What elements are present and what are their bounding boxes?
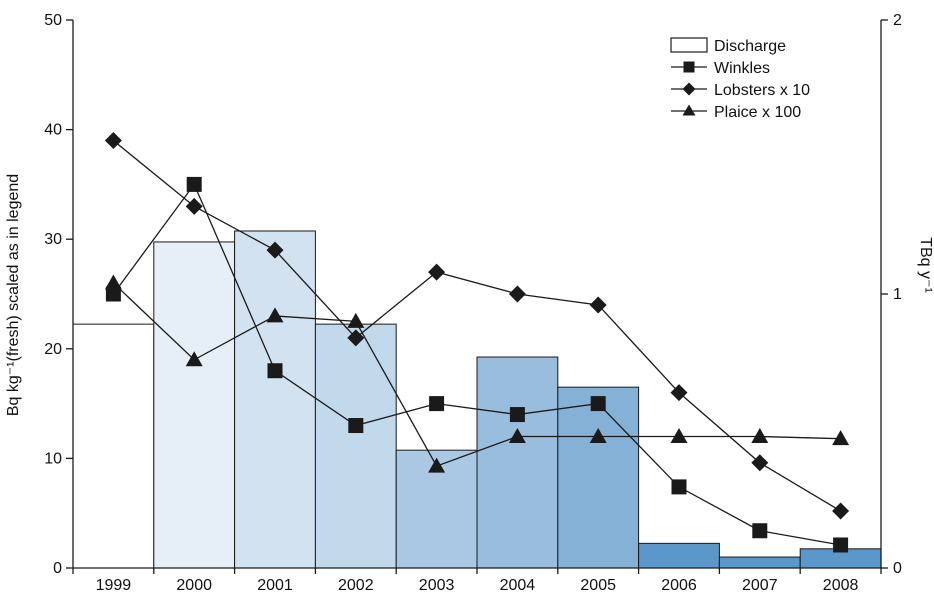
plaice-x-100-line	[112, 282, 841, 467]
winkles-point-2003	[429, 396, 445, 412]
plaice-x-100-point-2004	[508, 427, 526, 443]
discharge-bar-2007	[718, 556, 801, 569]
y-tick-label-0: 0	[53, 560, 62, 577]
plaice-x-100-point-2005	[589, 427, 607, 443]
plaice-x-100-point-2007	[751, 427, 769, 443]
x-tick-label-2000: 2000	[176, 577, 212, 594]
plaice-x-100-point-1999	[104, 274, 122, 290]
winkles-line	[112, 183, 841, 546]
lobsters-x-10-point-2004	[508, 285, 526, 303]
y-tick-label-10: 10	[44, 450, 62, 467]
lobsters-x-10-line	[112, 140, 841, 512]
lobsters-x-10-point-2002	[347, 329, 365, 347]
lobsters-x-10-point-2001	[266, 241, 284, 259]
discharge-bar-2004	[476, 356, 559, 569]
x-tick-label-2003: 2003	[419, 577, 455, 594]
y2-axis-title: TBq y⁻¹	[917, 237, 934, 293]
legend: Discharge Winkles Lobsters x 10 Plaice x 10…	[670, 37, 810, 121]
lobsters-x-10-point-2003	[428, 263, 446, 281]
winkles-point-2001	[267, 363, 283, 379]
lobsters-x-10-point-1999	[104, 132, 122, 150]
plaice-x-100-point-2002	[347, 312, 365, 328]
plaice-x-100-point-2000	[185, 351, 203, 367]
y-tick-label-20: 20	[44, 341, 62, 358]
discharge-bar-2000	[153, 241, 236, 569]
x-tick-label-2005: 2005	[580, 577, 616, 594]
legend-label-discharge: Discharge	[714, 38, 786, 55]
y-axis-title: Bq kg⁻¹(fresh) scaled as in legend	[5, 174, 22, 416]
y2-tick-label-1: 1	[893, 286, 902, 303]
discharge-bar-1999	[72, 323, 155, 569]
x-tick-label-2004: 2004	[500, 577, 536, 594]
y-tick-label-30: 30	[44, 231, 62, 248]
discharge-bar-2002	[314, 323, 397, 569]
legend-marker-lobsters-x-10	[682, 82, 696, 96]
discharge-bar-2001	[234, 230, 316, 569]
y-tick-label-50: 50	[44, 12, 62, 29]
x-tick-label-1999: 1999	[96, 577, 132, 594]
x-tick-label-2007: 2007	[742, 577, 778, 594]
x-tick-label-2008: 2008	[823, 577, 859, 594]
plaice-x-100-point-2001	[266, 307, 284, 323]
legend-label-plaice-x-100: Plaice x 100	[714, 104, 801, 121]
winkles-point-2007	[752, 523, 768, 539]
series-lines	[112, 140, 841, 546]
y2-tick-label-2: 2	[893, 12, 902, 29]
winkles-point-2002	[348, 418, 364, 434]
plaice-x-100-point-2006	[670, 427, 688, 443]
x-tick-label-2001: 2001	[257, 577, 293, 594]
discharge-bar-2006	[638, 542, 720, 569]
lobsters-x-10-point-2005	[589, 296, 607, 314]
discharge-bars	[72, 230, 882, 569]
lobsters-x-10-point-2000	[185, 197, 203, 215]
lobsters-x-10-point-2007	[751, 454, 769, 472]
legend-marker-winkles	[683, 61, 695, 73]
lobsters-x-10-point-2006	[670, 384, 688, 402]
y2-tick-label-0: 0	[893, 560, 902, 577]
legend-marker-plaice-x-100	[682, 104, 696, 116]
discharge-bar-2005	[557, 386, 640, 569]
winkles-point-2000	[186, 176, 202, 192]
winkles-point-2005	[590, 396, 606, 412]
legend-label-winkles: Winkles	[714, 60, 770, 77]
winkles-point-1999	[105, 286, 121, 302]
lobsters-x-10-point-2008	[832, 502, 850, 520]
winkles-point-2008	[833, 537, 849, 553]
winkles-point-2004	[509, 407, 525, 423]
x-tick-label-2002: 2002	[338, 577, 374, 594]
y-tick-label-40: 40	[44, 122, 62, 139]
plaice-x-100-point-2008	[832, 430, 850, 446]
legend-swatch-discharge	[670, 37, 708, 53]
legend-label-lobsters-x-10: Lobsters x 10	[714, 82, 810, 99]
plaice-x-100-point-2003	[428, 457, 446, 473]
axes: 0 10 20 30 40 50 0 1 2 1999 2000 2001 2002 2003 2004 20…	[44, 12, 902, 594]
series-markers	[104, 132, 850, 553]
x-tick-label-2006: 2006	[661, 577, 697, 594]
winkles-point-2006	[671, 479, 687, 495]
